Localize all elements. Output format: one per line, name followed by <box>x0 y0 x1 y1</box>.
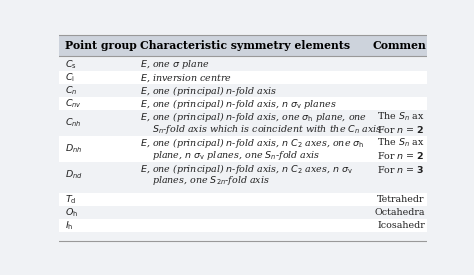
Bar <box>59 97 427 110</box>
Text: Octahedra: Octahedra <box>374 208 425 217</box>
Text: $C_n$: $C_n$ <box>65 84 77 97</box>
Text: $S_n$-fold axis which is coincident with the $C_n$ axis: $S_n$-fold axis which is coincident with… <box>140 123 383 136</box>
Bar <box>59 136 427 162</box>
Bar <box>59 58 427 71</box>
Bar <box>59 84 427 97</box>
Text: $E$, one $\sigma$ plane: $E$, one $\sigma$ plane <box>140 58 210 71</box>
Text: plane, $n$ $\sigma_\mathrm{v}$ planes, one $S_n$-fold axis: plane, $n$ $\sigma_\mathrm{v}$ planes, o… <box>140 148 320 161</box>
Text: Tetrahedr: Tetrahedr <box>377 195 425 204</box>
Text: Point group: Point group <box>65 40 137 51</box>
Text: $C_\mathrm{i}$: $C_\mathrm{i}$ <box>65 72 74 84</box>
Text: $D_{nd}$: $D_{nd}$ <box>65 169 82 181</box>
Text: $E$, one (principal) $n$-fold axis, one $\sigma_\mathrm{h}$ plane, one: $E$, one (principal) $n$-fold axis, one … <box>140 110 367 124</box>
Text: The $S_n$ ax: The $S_n$ ax <box>377 111 425 123</box>
Text: $C_\mathrm{s}$: $C_\mathrm{s}$ <box>65 59 76 71</box>
Text: $E$, one (principal) $n$-fold axis, $n$ $C_2$ axes, $n$ $\sigma_\mathrm{v}$: $E$, one (principal) $n$-fold axis, $n$ … <box>140 162 353 176</box>
Bar <box>59 193 427 206</box>
Text: $C_{nv}$: $C_{nv}$ <box>65 97 82 110</box>
Bar <box>59 110 427 136</box>
Text: $I_\mathrm{h}$: $I_\mathrm{h}$ <box>65 219 73 232</box>
Text: $T_\mathrm{d}$: $T_\mathrm{d}$ <box>65 193 76 206</box>
Text: $D_{nh}$: $D_{nh}$ <box>65 143 82 155</box>
Text: planes, one $S_{2n}$-fold axis: planes, one $S_{2n}$-fold axis <box>140 174 270 188</box>
Text: For $n$ = $\mathbf{2}$: For $n$ = $\mathbf{2}$ <box>377 150 425 161</box>
Text: $E$, one (principal) $n$-fold axis, $n$ $C_2$ axes, one $\sigma_\mathrm{h}$: $E$, one (principal) $n$-fold axis, $n$ … <box>140 136 365 150</box>
Text: Icosahedr: Icosahedr <box>377 221 425 230</box>
Text: $O_\mathrm{h}$: $O_\mathrm{h}$ <box>65 206 78 219</box>
Bar <box>59 162 427 188</box>
Text: For $n$ = $\mathbf{2}$: For $n$ = $\mathbf{2}$ <box>377 123 425 134</box>
Text: $C_{nh}$: $C_{nh}$ <box>65 117 82 129</box>
Bar <box>59 219 427 232</box>
Bar <box>59 71 427 84</box>
Text: Commen: Commen <box>372 40 426 51</box>
Text: $E$, one (principal) $n$-fold axis: $E$, one (principal) $n$-fold axis <box>140 84 277 98</box>
Bar <box>59 35 427 56</box>
Text: The $S_n$ ax: The $S_n$ ax <box>377 137 425 149</box>
Bar <box>59 206 427 219</box>
Text: $E$, one (principal) $n$-fold axis, $n$ $\sigma_\mathrm{v}$ planes: $E$, one (principal) $n$-fold axis, $n$ … <box>140 97 337 111</box>
Text: Characteristic symmetry elements: Characteristic symmetry elements <box>140 40 350 51</box>
Text: For $n$ = $\mathbf{3}$: For $n$ = $\mathbf{3}$ <box>377 164 425 175</box>
Text: $E$, inversion centre: $E$, inversion centre <box>140 72 232 84</box>
